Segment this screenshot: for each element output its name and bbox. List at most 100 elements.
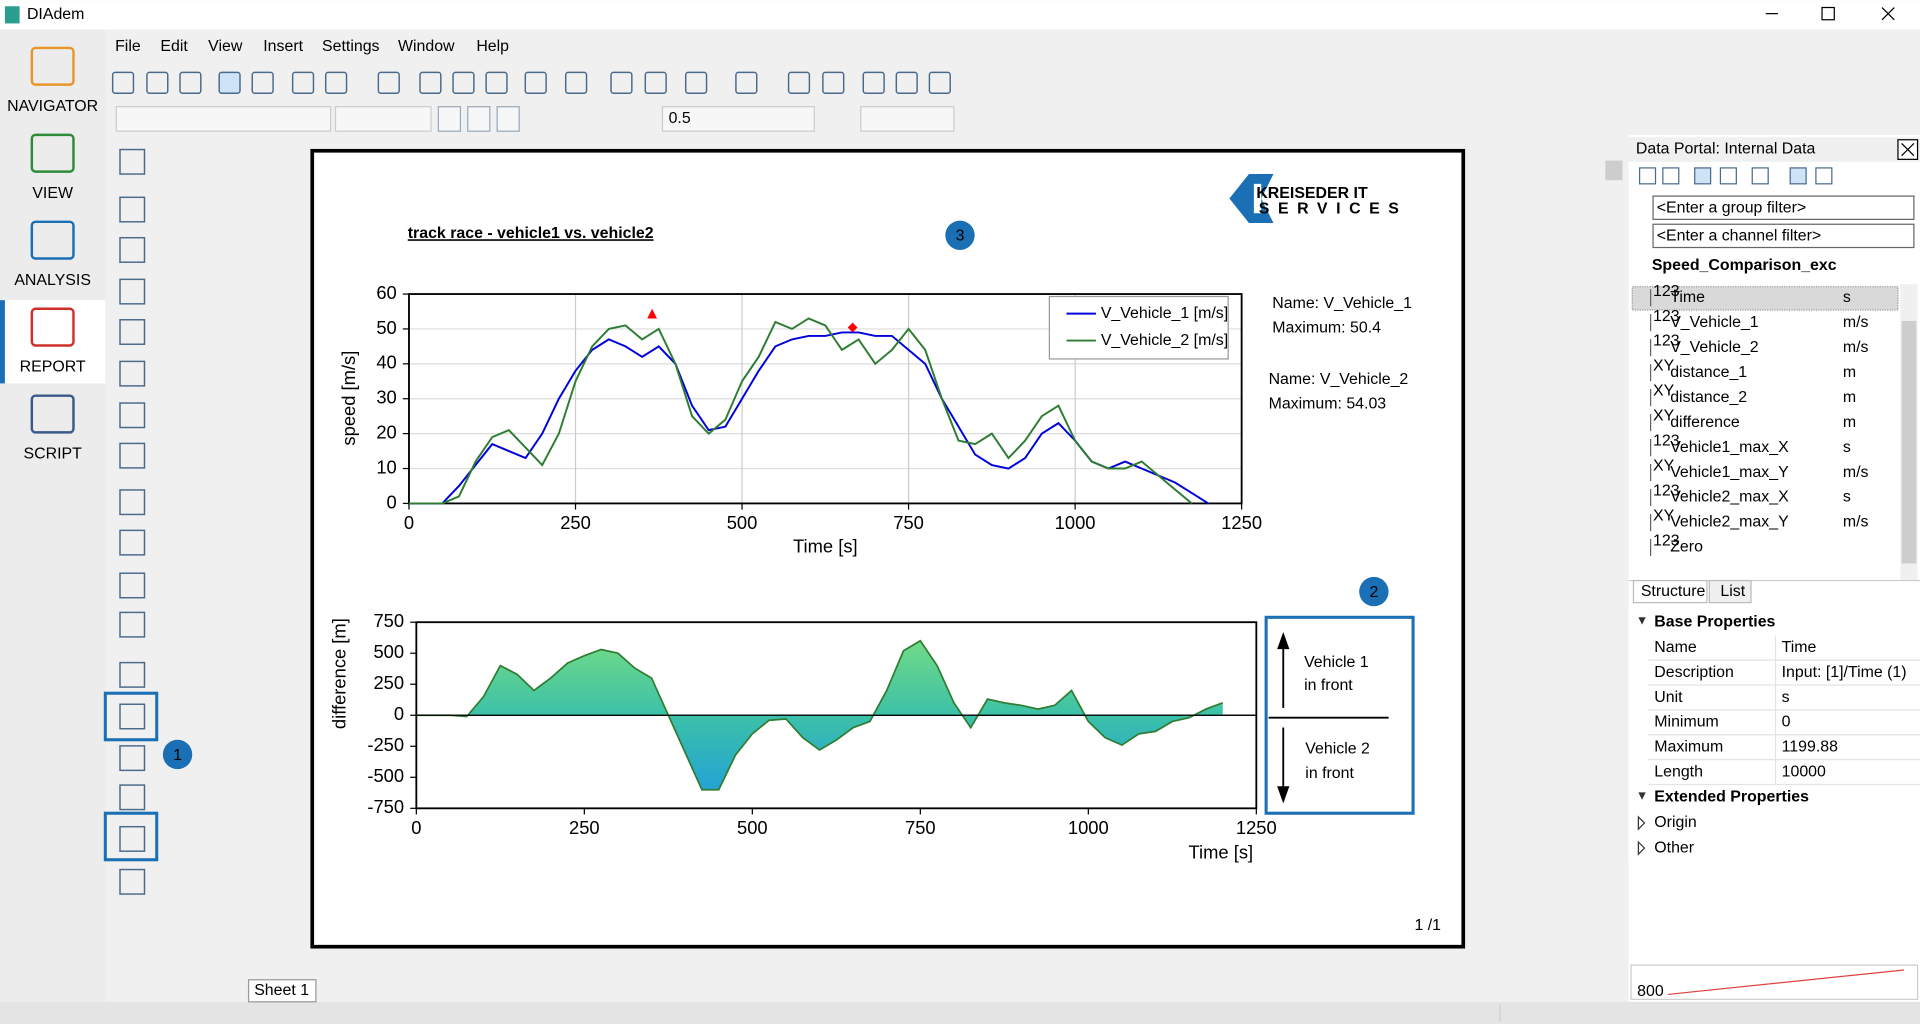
badge [945, 220, 975, 250]
toolbar-button[interactable] [218, 71, 241, 94]
nav-label[interactable]: ANALYSIS [14, 272, 91, 289]
nav-label[interactable]: NAVIGATOR [7, 98, 98, 115]
tab[interactable] [1632, 579, 1708, 604]
toolbar-button[interactable] [419, 71, 442, 94]
tool-button[interactable] [119, 278, 146, 305]
portal-scroll-thumb[interactable] [1901, 320, 1917, 564]
channel-name[interactable]: V_Vehicle_1 [1670, 314, 1759, 331]
tool-button[interactable] [119, 572, 146, 599]
toolbar-button[interactable] [564, 71, 588, 94]
portal-tool[interactable] [1638, 167, 1657, 185]
toolbar-button[interactable] [179, 71, 202, 94]
toolbar-button[interactable] [146, 71, 169, 94]
menu-item[interactable]: Settings [322, 38, 380, 55]
menu-item[interactable]: Window [398, 38, 455, 55]
menu-item[interactable]: Edit [160, 38, 188, 55]
toolbar-button[interactable] [291, 71, 315, 94]
portal-tool[interactable] [1751, 167, 1769, 185]
channel-name[interactable]: V_Vehicle_2 [1670, 339, 1759, 356]
group-name[interactable]: Speed_Comparison_exc [1652, 257, 1837, 274]
tool-button[interactable] [119, 825, 146, 852]
y-tick-label: -500 [367, 765, 404, 786]
size-select[interactable] [334, 106, 432, 132]
channel-name[interactable]: Vehicle2_max_X [1670, 489, 1789, 506]
toolbar-button[interactable] [684, 71, 708, 94]
tool-button[interactable] [119, 661, 146, 688]
y-tick-label: 250 [373, 672, 404, 693]
tool-button[interactable] [119, 611, 146, 638]
vertical-scrollbar[interactable] [1604, 144, 1624, 958]
tool-button[interactable] [119, 360, 146, 387]
tool-button[interactable] [119, 148, 146, 175]
toolbar-button[interactable] [524, 71, 547, 94]
tool-button[interactable] [119, 319, 146, 345]
tool-button[interactable] [119, 529, 146, 556]
portal-tool[interactable] [1815, 167, 1833, 185]
format-button[interactable] [437, 106, 462, 132]
property-group[interactable]: Origin [1654, 814, 1696, 831]
toolbar-button[interactable] [644, 71, 667, 94]
tool-button[interactable] [119, 402, 146, 429]
tool-button[interactable] [119, 784, 146, 811]
scroll-thumb[interactable] [1605, 160, 1623, 181]
portal-tool[interactable] [1789, 167, 1807, 185]
toolbar-button[interactable] [895, 71, 918, 94]
toolbar-button[interactable] [928, 71, 951, 94]
tool-button[interactable] [119, 489, 146, 516]
property-name: Minimum [1654, 714, 1719, 731]
nav-label[interactable]: SCRIPT [23, 446, 82, 463]
toolbar-button[interactable] [485, 71, 508, 94]
filter-input[interactable] [1652, 223, 1915, 249]
menu-item[interactable]: Help [476, 38, 509, 55]
tab-label[interactable]: List [1720, 583, 1745, 600]
tool-button[interactable] [119, 236, 146, 263]
nav-label[interactable]: VIEW [32, 185, 73, 202]
line-style-select[interactable] [860, 106, 955, 132]
portal-tool[interactable] [1719, 167, 1737, 185]
tool-button[interactable] [119, 868, 146, 895]
toolbar-button[interactable] [377, 71, 400, 94]
channel-name[interactable]: distance_2 [1670, 389, 1747, 406]
toolbar-button[interactable] [822, 71, 845, 94]
toolbar-button[interactable] [251, 71, 274, 94]
nav-icon [30, 394, 75, 434]
menu-item[interactable]: View [208, 38, 243, 55]
format-button[interactable] [467, 106, 491, 132]
toolbar-button[interactable] [862, 71, 885, 94]
toolbar-button[interactable] [111, 71, 135, 94]
filter-input[interactable] [1652, 195, 1915, 220]
tool-button[interactable] [119, 703, 146, 730]
line-width-select[interactable] [661, 106, 815, 132]
channel-name[interactable]: Vehicle1_max_X [1670, 439, 1789, 456]
channel-name[interactable]: distance_1 [1670, 364, 1747, 381]
toolbar-button[interactable] [735, 71, 758, 94]
channel-kind: XY [1653, 458, 1675, 475]
tool-button[interactable] [119, 745, 146, 772]
menu-item[interactable]: Insert [263, 38, 303, 55]
portal-tool[interactable] [1662, 167, 1680, 185]
nav-label[interactable]: REPORT [20, 359, 86, 376]
legend-label: V_Vehicle_1 [m/s] [1101, 305, 1228, 322]
channel-name[interactable]: Vehicle1_max_Y [1670, 464, 1789, 481]
tool-button[interactable] [119, 442, 146, 469]
toolbar-button[interactable] [452, 71, 475, 94]
channel-name[interactable]: Zero [1670, 539, 1703, 556]
sheet-tab-label[interactable]: Sheet 1 [254, 982, 309, 999]
tab[interactable] [1708, 579, 1752, 604]
x-tick-label: 0 [404, 512, 414, 533]
tab-label[interactable]: Structure [1641, 583, 1706, 600]
format-button[interactable] [496, 106, 520, 132]
menu-item[interactable]: File [115, 38, 141, 55]
channel-name[interactable]: difference [1670, 414, 1740, 431]
toolbar-button[interactable] [324, 71, 348, 94]
channel-name[interactable]: Vehicle2_max_Y [1670, 514, 1789, 531]
tool-button[interactable] [119, 196, 146, 223]
maximize-button[interactable] [1821, 6, 1835, 21]
property-group[interactable]: Other [1654, 839, 1694, 856]
portal-tool[interactable] [1694, 167, 1712, 185]
sheet-tab[interactable] [247, 979, 317, 1003]
channel-name[interactable]: Time [1670, 289, 1705, 306]
font-select[interactable] [115, 106, 332, 132]
toolbar-button[interactable] [787, 71, 811, 94]
toolbar-button[interactable] [610, 71, 633, 94]
